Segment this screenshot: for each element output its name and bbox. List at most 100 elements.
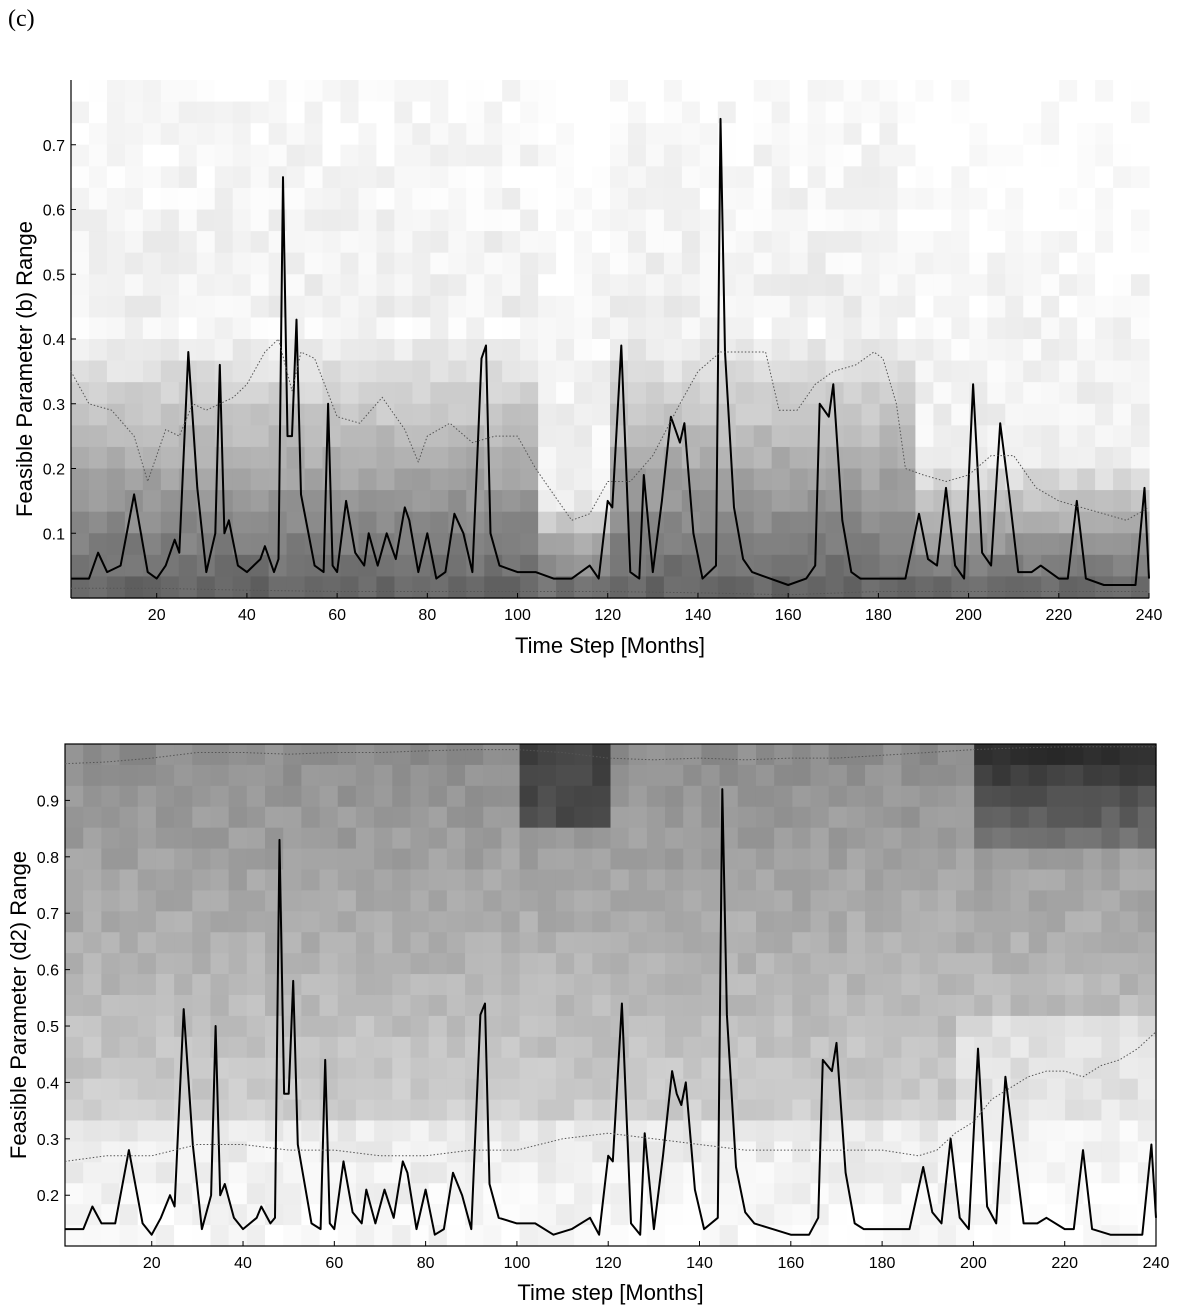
heat-cell <box>250 187 270 211</box>
heat-cell <box>771 403 791 426</box>
heat-cell <box>737 890 757 912</box>
heat-cell <box>1095 80 1114 103</box>
heat-cell <box>174 995 193 1017</box>
plot-frame <box>64 743 1157 1247</box>
heat-cell <box>1059 166 1078 189</box>
heat-cell <box>663 490 683 513</box>
heat-cell <box>1005 274 1024 297</box>
heat-cell <box>828 744 848 766</box>
heat-cell <box>1041 295 1060 319</box>
heat-cell <box>919 995 939 1017</box>
heat-cell <box>232 187 252 211</box>
heat-cell <box>283 744 302 766</box>
heat-cell <box>412 166 431 189</box>
heat-cell <box>719 1204 739 1226</box>
heat-cell <box>610 1057 630 1080</box>
heat-cell <box>937 953 957 975</box>
heat-cell <box>951 274 970 297</box>
heat-cell <box>1083 764 1103 787</box>
heat-cell <box>538 576 557 599</box>
y-tick-label: 0.5 <box>43 267 65 284</box>
heat-cell <box>1113 511 1132 534</box>
heat-cell <box>555 1204 575 1226</box>
heat-cell <box>519 1183 539 1205</box>
heat-cell <box>340 468 360 491</box>
heat-cell <box>286 80 306 103</box>
heat-cell <box>142 317 162 340</box>
heat-cell <box>663 252 683 275</box>
heat-cell <box>879 403 899 426</box>
heat-cell <box>1028 1141 1048 1163</box>
heat-cell <box>883 1162 903 1184</box>
heat-cell <box>265 827 284 850</box>
heat-cell <box>1083 1162 1103 1184</box>
heat-cell <box>865 1099 884 1122</box>
heat-cell <box>719 1225 739 1247</box>
heat-cell <box>683 890 703 912</box>
heat-cell <box>755 744 775 766</box>
heat-cell <box>196 403 216 426</box>
heat-cell <box>846 1099 866 1122</box>
heat-cell <box>374 1225 393 1247</box>
heat-cell <box>792 1141 812 1163</box>
heat-cell <box>340 382 360 405</box>
heat-cell <box>376 468 395 491</box>
heat-cell <box>683 1120 703 1143</box>
heat-cell <box>412 468 431 491</box>
heat-cell <box>556 339 575 362</box>
heat-cell <box>1119 1057 1139 1080</box>
heat-cell <box>392 932 412 954</box>
heat-cell <box>155 869 175 892</box>
heat-cell <box>430 187 449 211</box>
heat-cell <box>737 869 757 892</box>
heat-cell <box>340 252 360 275</box>
heat-cell <box>828 1036 848 1059</box>
heat-cell <box>178 144 198 167</box>
heat-cell <box>502 446 521 470</box>
heat-cell <box>192 932 212 954</box>
heat-cell <box>610 1183 630 1205</box>
heat-cell <box>392 1225 412 1247</box>
heat-cell <box>250 209 270 232</box>
heat-cell <box>155 1183 175 1205</box>
heat-cell <box>142 533 162 556</box>
heat-cell <box>376 80 395 103</box>
heat-cell <box>232 403 252 426</box>
heat-cell <box>951 425 970 448</box>
heat-cell <box>355 869 375 892</box>
heat-cell <box>501 1120 521 1143</box>
heat-cell <box>701 995 721 1017</box>
heat-cell <box>142 80 162 103</box>
y-axis-title: Feasible Parameter (b) Range <box>12 221 37 517</box>
heat-cell <box>737 1099 757 1122</box>
heat-cell <box>1119 1120 1139 1143</box>
heat-cell <box>283 806 302 829</box>
heat-cell <box>645 317 665 340</box>
heat-cell <box>448 446 467 470</box>
heat-cell <box>142 144 162 167</box>
heat-cell <box>483 1204 502 1226</box>
heat-cell <box>484 576 503 599</box>
heat-cell <box>446 890 466 912</box>
heat-cell <box>1113 468 1132 491</box>
heat-cell <box>71 425 90 448</box>
heat-cell <box>1095 252 1114 275</box>
heat-cell <box>101 995 121 1017</box>
heat-cell <box>879 144 899 167</box>
heat-cell <box>555 1183 575 1205</box>
heat-cell <box>717 144 737 167</box>
heat-cell <box>196 144 216 167</box>
heat-cell <box>771 209 791 232</box>
heat-cell <box>1023 468 1042 491</box>
heat-cell <box>1101 869 1121 892</box>
heat-cell <box>1119 932 1139 954</box>
heat-cell <box>897 382 917 405</box>
heat-cell <box>337 890 357 912</box>
heat-cell <box>735 187 755 211</box>
heat-cell <box>574 123 593 146</box>
heat-cell <box>537 911 557 933</box>
heat-cell <box>1005 231 1024 254</box>
heat-cell <box>955 890 975 912</box>
heat-cell <box>1137 1015 1157 1038</box>
heat-cell <box>232 80 252 103</box>
